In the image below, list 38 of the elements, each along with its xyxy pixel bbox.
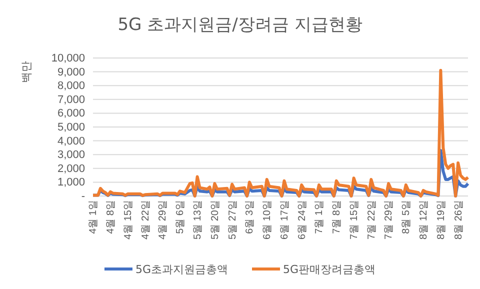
y-tick-label: 3,000	[57, 149, 85, 162]
y-tick-label: 5,000	[57, 122, 85, 134]
x-tick-label: 7월 1일	[314, 200, 326, 234]
x-tick-label: 6월 3일	[244, 200, 256, 234]
x-tick-label: 6월 24일	[296, 200, 308, 240]
y-tick-label: 6,000	[57, 108, 85, 120]
y-tick-label: 9,000	[57, 66, 85, 78]
y-axis-title: 백만	[20, 61, 33, 83]
x-tick-label: 6월 10일	[262, 200, 274, 240]
x-tick-label: 4월 29일	[158, 200, 169, 240]
x-tick-label: 5월 6일	[175, 200, 186, 234]
x-tick-label: 7월 22일	[366, 200, 378, 240]
x-tick-label: 8월 5일	[401, 200, 412, 234]
x-tick-label: 4월 22일	[140, 200, 152, 240]
x-tick-label: 4월 1일	[88, 200, 100, 234]
y-tick-label: 4,000	[57, 135, 85, 148]
x-tick-label: 8월 12일	[418, 200, 430, 240]
x-tick-label: 6월 17일	[279, 200, 290, 240]
x-tick-label: 4월 8일	[106, 200, 117, 234]
x-tick-label: 5월 20일	[210, 200, 221, 240]
line-series	[92, 68, 470, 198]
y-tick-label: 1,000	[57, 176, 85, 189]
legend-label: 5G초과지원금총액	[135, 262, 228, 276]
y-tick-label: 10,000	[51, 52, 85, 65]
chart-title: 5G 초과지원금/장려금 지급현황	[118, 15, 362, 35]
x-tick-label: 8월 26일	[453, 200, 464, 240]
x-tick-label: 7월 8일	[332, 200, 343, 234]
y-tick-label: 8,000	[57, 80, 85, 92]
x-tick-label: 7월 15일	[348, 200, 360, 240]
x-tick-label: 5월 27일	[227, 200, 238, 240]
x-tick-label: 5월 13일	[192, 200, 204, 240]
x-tick-label: 8월 19일	[436, 200, 447, 240]
x-tick-label: 7월 29일	[384, 200, 395, 240]
x-tick-label: 4월 15일	[122, 200, 134, 240]
y-tick-label: 7,000	[57, 94, 85, 106]
legend-label: 5G판매장려금총액	[283, 262, 376, 276]
y-tick-label: -	[81, 190, 86, 203]
y-tick-label: 2,000	[57, 162, 85, 175]
